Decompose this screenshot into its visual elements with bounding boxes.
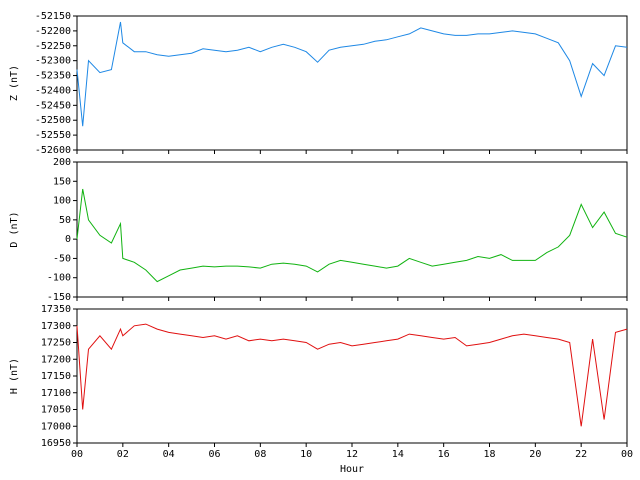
y-tick-label: 200 [53,157,71,168]
y-tick-label: -52550 [35,130,71,141]
y-tick-label: -52400 [35,85,71,96]
x-axis-label: Hour [340,464,364,475]
x-tick-label: 04 [163,449,175,460]
y-tick-label: -52250 [35,41,71,52]
y-tick-label: -52500 [35,115,71,126]
y-tick-label: 17100 [41,388,71,399]
x-tick-label: 22 [575,449,587,460]
x-tick-label: 16 [438,449,450,460]
y-tick-label: 0 [65,234,71,245]
y-tick-label: 17350 [41,304,71,315]
y-tick-label: 17300 [41,321,71,332]
y-axis-label: H (nT) [9,358,20,394]
data-line [76,323,628,427]
x-tick-label: 08 [254,449,266,460]
y-tick-label: 17000 [41,421,71,432]
y-tick-label: -150 [47,292,71,303]
plot-frame [76,308,628,444]
y-tick-label: -100 [47,273,71,284]
x-tick-label: 02 [117,449,129,460]
y-axis-label: Z (nT) [9,65,20,101]
x-tick-label: 12 [346,449,358,460]
y-tick-label: 17150 [41,371,71,382]
y-tick-label: -52300 [35,56,71,67]
data-line [76,21,628,127]
x-tick-label: 00 [621,449,633,460]
y-tick-label: 17250 [41,338,71,349]
x-tick-label: 06 [208,449,220,460]
y-tick-label: -52350 [35,71,71,82]
y-axis-label: D (nT) [9,211,20,247]
plot-frame [76,161,628,298]
x-tick-label: 00 [71,449,83,460]
y-tick-label: 17050 [41,405,71,416]
x-tick-label: 20 [529,449,541,460]
y-tick-label: -52200 [35,26,71,37]
plot-frame [76,15,628,151]
y-tick-label: 17200 [41,354,71,365]
y-tick-label: 100 [53,196,71,207]
y-tick-label: -50 [53,253,71,264]
y-tick-label: -52450 [35,100,71,111]
y-tick-label: -52600 [35,145,71,156]
x-tick-label: 18 [483,449,495,460]
data-line [76,188,628,283]
y-tick-label: 16950 [41,438,71,449]
y-tick-label: 50 [59,215,71,226]
y-tick-label: 150 [53,176,71,187]
y-tick-label: -52150 [35,11,71,22]
x-tick-label: 14 [392,449,404,460]
x-tick-label: 10 [300,449,312,460]
